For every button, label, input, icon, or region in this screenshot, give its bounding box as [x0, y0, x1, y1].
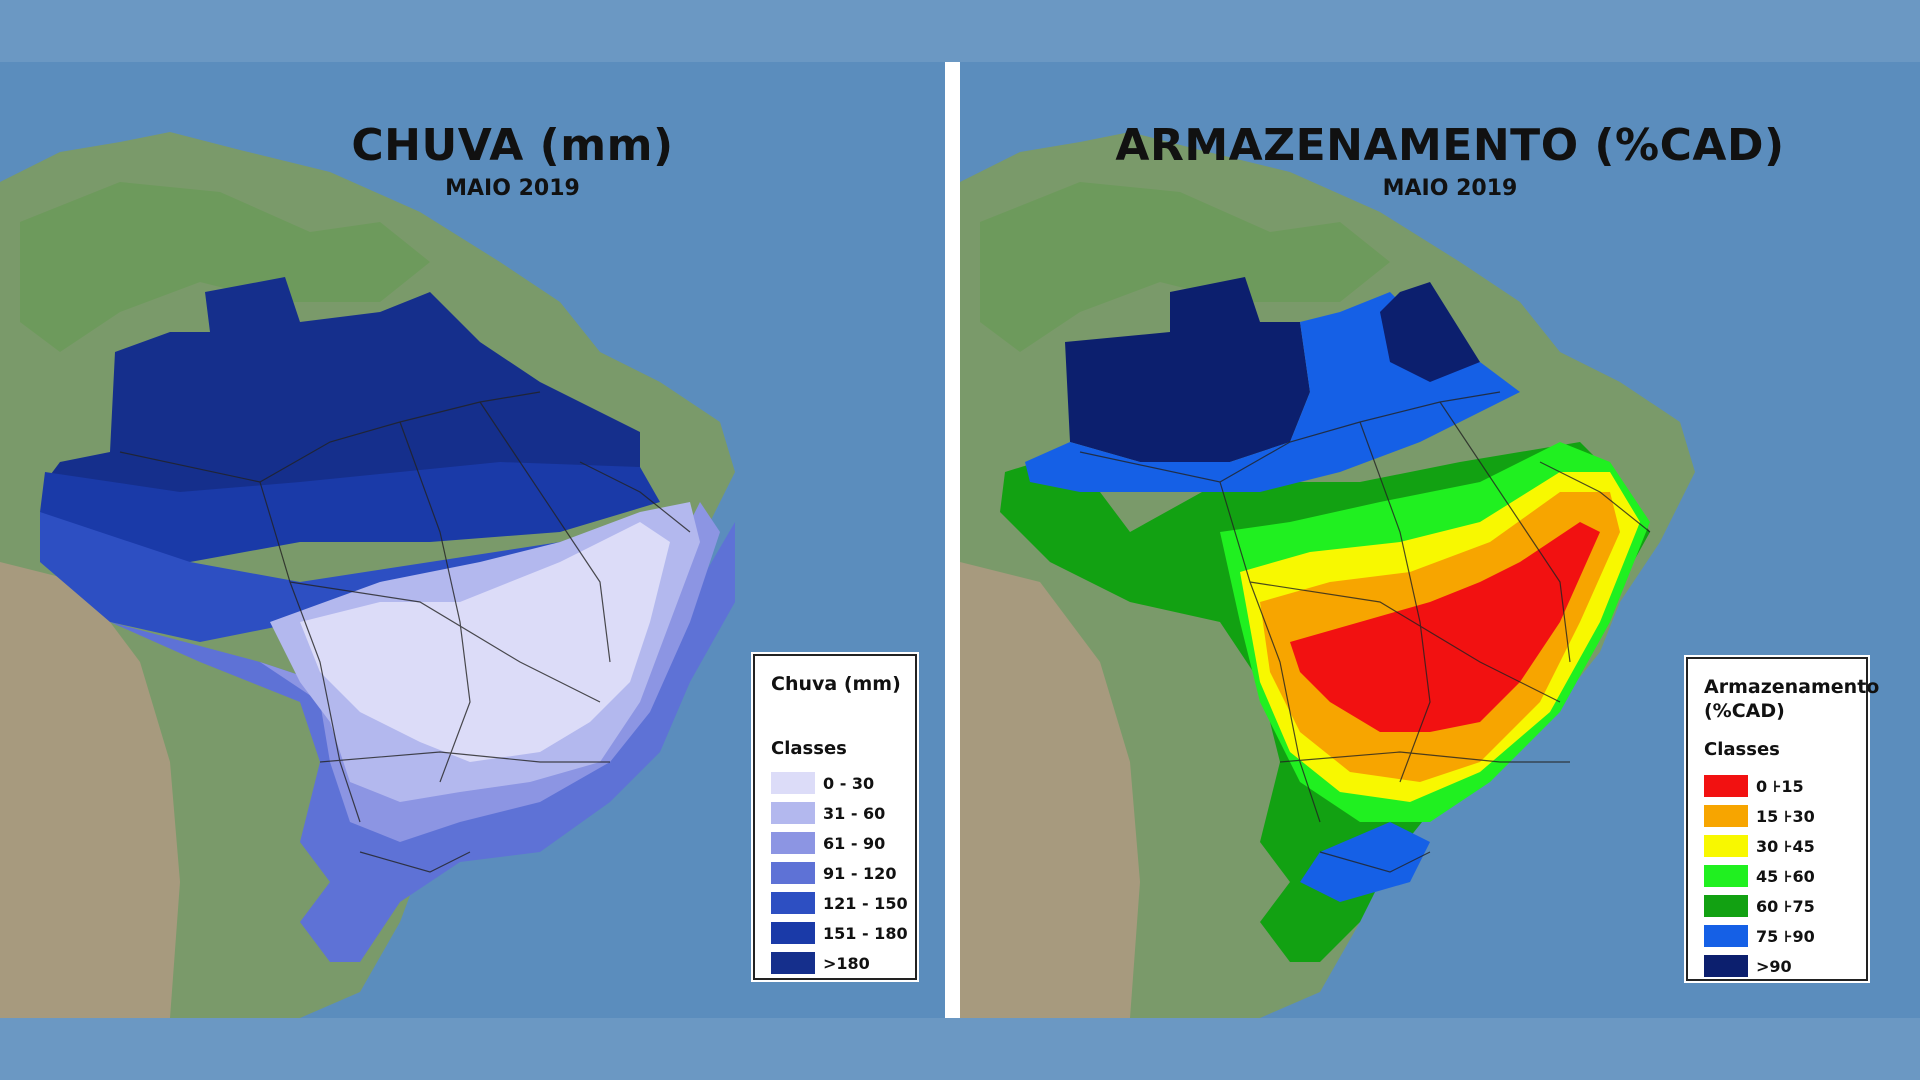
legend-item: 60 ⊦75: [1704, 891, 1815, 921]
rain-zone-151-180: [40, 462, 660, 562]
legend-title: Armazenamento (%CAD): [1704, 675, 1879, 723]
legend-swatch: [771, 952, 815, 974]
storage-zone-0-15: [1290, 522, 1600, 732]
legend-item: 15 ⊦30: [1704, 801, 1815, 831]
legend-swatch: [771, 802, 815, 824]
legend-item: 91 - 120: [771, 858, 908, 888]
legend-item: 151 - 180: [771, 918, 908, 948]
rain-zone-0-30: [300, 522, 670, 762]
legend-swatch: [1704, 955, 1748, 977]
storage-legend: Armazenamento (%CAD) Classes 0 ⊦15 15 ⊦3…: [1686, 657, 1879, 981]
legend-item: 30 ⊦45: [1704, 831, 1815, 861]
legend-item: 61 - 90: [771, 828, 908, 858]
legend-label: 91 - 120: [823, 863, 897, 883]
legend-label: 45 ⊦60: [1756, 866, 1815, 886]
legend-label: 151 - 180: [823, 923, 908, 943]
map-subtitle: MAIO 2019: [445, 176, 580, 201]
storage-zone-over-90: [1065, 277, 1310, 462]
legend-item: 45 ⊦60: [1704, 861, 1815, 891]
legend-label: 75 ⊦90: [1756, 926, 1815, 946]
legend-swatch: [1704, 925, 1748, 947]
legend-swatch: [1704, 865, 1748, 887]
legend-item: >90: [1704, 951, 1815, 981]
legend-swatch: [771, 832, 815, 854]
map-subtitle: MAIO 2019: [1382, 176, 1518, 201]
legend-item: >180: [771, 948, 908, 978]
legend-item: 0 - 30: [771, 768, 908, 798]
legend-classes-label: Classes: [1704, 739, 1780, 760]
storage-zone-over-90-north: [1380, 282, 1480, 382]
legend-label: 60 ⊦75: [1756, 896, 1815, 916]
legend-swatch: [771, 862, 815, 884]
legend-label: 0 ⊦15: [1756, 776, 1804, 796]
storage-map-panel: ARMAZENAMENTO (%CAD) MAIO 2019 Armazenam…: [960, 62, 1920, 1018]
panel-divider: [945, 62, 960, 1018]
legend-items: 0 - 30 31 - 60 61 - 90 91 - 120 121 - 15…: [771, 768, 908, 978]
legend-item: 75 ⊦90: [1704, 921, 1815, 951]
rainfall-legend: Chuva (mm) Classes 0 - 30 31 - 60 61 - 9…: [753, 654, 917, 980]
rainfall-map: [0, 62, 945, 1018]
legend-label: >90: [1756, 956, 1792, 976]
legend-label: 121 - 150: [823, 893, 908, 913]
map-title: CHUVA (mm): [351, 120, 674, 171]
legend-label: 31 - 60: [823, 803, 886, 823]
legend-item: 31 - 60: [771, 798, 908, 828]
legend-swatch: [1704, 805, 1748, 827]
legend-label: 61 - 90: [823, 833, 886, 853]
legend-swatch: [1704, 895, 1748, 917]
legend-label: 30 ⊦45: [1756, 836, 1815, 856]
legend-swatch: [1704, 775, 1748, 797]
legend-swatch: [1704, 835, 1748, 857]
legend-label: 0 - 30: [823, 773, 875, 793]
legend-item: 121 - 150: [771, 888, 908, 918]
legend-title: Chuva (mm): [771, 673, 901, 695]
storage-zone-75-90-south: [1300, 822, 1430, 902]
rainfall-map-panel: CHUVA (mm) MAIO 2019 Chuva (mm) Classes …: [0, 62, 945, 1018]
legend-label: >180: [823, 953, 870, 973]
legend-label: 15 ⊦30: [1756, 806, 1815, 826]
legend-classes-label: Classes: [771, 738, 847, 759]
legend-swatch: [771, 772, 815, 794]
legend-title-line2: (%CAD): [1704, 700, 1785, 722]
legend-swatch: [771, 892, 815, 914]
map-title: ARMAZENAMENTO (%CAD): [1115, 120, 1785, 171]
legend-item: 0 ⊦15: [1704, 771, 1815, 801]
legend-swatch: [771, 922, 815, 944]
legend-items: 0 ⊦15 15 ⊦30 30 ⊦45 45 ⊦60 60 ⊦75 75 ⊦90…: [1704, 771, 1815, 981]
legend-title-line1: Armazenamento: [1704, 676, 1880, 698]
